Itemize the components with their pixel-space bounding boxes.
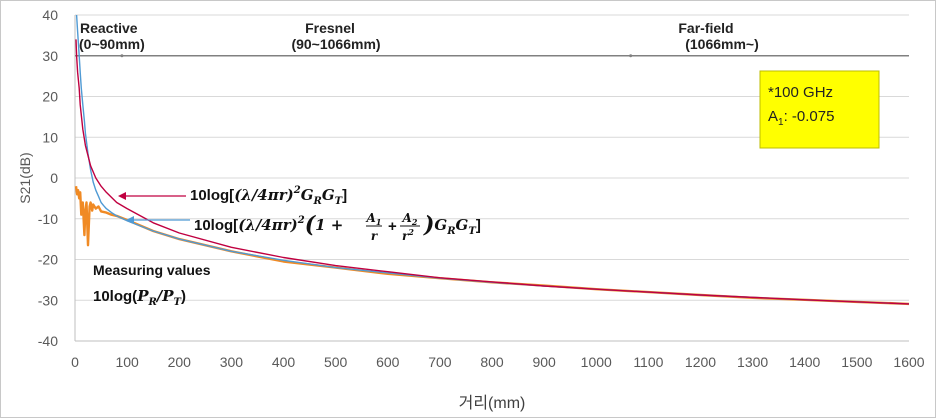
zone-boundary-marker [120, 54, 124, 58]
zone-boundary-lines [75, 54, 909, 58]
series-corrected-line [75, 14, 910, 305]
x-tick-label: 1100 [633, 354, 663, 370]
x-tick-label: 200 [168, 354, 192, 370]
x-tick-label: 100 [115, 354, 139, 370]
x-tick-label: 0 [71, 354, 79, 370]
x-tick-label: 1600 [893, 354, 924, 370]
x-axis-title: 거리(mm) [459, 394, 526, 412]
series-friis-line [75, 39, 910, 305]
svg-text:A2: A2 [402, 211, 418, 227]
svg-text:)GRGT]: )GRGT] [423, 212, 481, 238]
info-box: *100 GHz A1: -0.075 [759, 70, 880, 149]
svg-text:r2: r2 [402, 227, 414, 243]
svg-text:10log[(λ/4πr)2(1 +: 10log[(λ/4πr)2(1 + [194, 212, 343, 238]
zone-reactive-range: (0~90mm) [79, 36, 145, 52]
friis-arrowhead [118, 192, 126, 200]
zone-fresnel-name: Fresnel [305, 20, 355, 36]
zone-boundary-marker [629, 54, 633, 58]
x-tick-label: 800 [480, 354, 504, 370]
x-tick-label: 1500 [841, 354, 872, 370]
info-a1: A1: -0.075 [768, 108, 834, 128]
y-tick-label: 30 [42, 48, 58, 64]
measured-formula: 10log(PR/PT) [93, 287, 186, 308]
x-tick-label: 700 [428, 354, 452, 370]
x-tick-label: 900 [532, 354, 556, 370]
x-tick-label: 400 [272, 354, 296, 370]
x-tick-label: 1000 [581, 354, 612, 370]
x-tick-label: 600 [376, 354, 400, 370]
x-tick-label: 300 [220, 354, 244, 370]
gridlines [75, 14, 909, 342]
friis-formula: 10log[(λ/4πr)2GRGT] [190, 185, 347, 207]
zone-farfield-name: Far-field [678, 20, 733, 36]
annotation-arrows [118, 192, 190, 224]
y-tick-label: -10 [38, 211, 58, 227]
y-axis-title: S21(dB) [17, 152, 33, 203]
zone-reactive-name: Reactive [80, 20, 138, 36]
x-tick-label: 1300 [737, 354, 768, 370]
corrected-formula: 10log[(λ/4πr)2(1 + A1 r + A2 r2 )GRGT] [194, 211, 481, 243]
y-tick-label: 20 [42, 89, 58, 105]
y-tick-label: 10 [42, 129, 58, 145]
series-layer [74, 14, 910, 306]
zone-farfield-range: (1066mm~) [685, 36, 759, 52]
svg-text:r: r [371, 229, 379, 243]
x-tick-label: 1200 [685, 354, 716, 370]
info-box-background [759, 70, 880, 149]
svg-text:A1: A1 [366, 211, 382, 227]
y-tick-label: -30 [38, 292, 58, 308]
y-tick-label: -20 [38, 252, 58, 268]
zone-fresnel-range: (90~1066mm) [291, 36, 380, 52]
info-frequency: *100 GHz [768, 84, 833, 101]
zone-labels: Reactive (0~90mm) Fresnel (90~1066mm) Fa… [79, 20, 759, 52]
corrected-arrowhead [126, 216, 134, 224]
x-tick-labels: 0 100 200 300 400 500 600 700 800 900 1000 1100 1200… [71, 354, 925, 370]
measured-label: Measuring values [93, 262, 211, 278]
svg-text:+: + [388, 218, 397, 235]
x-tick-label: 1400 [789, 354, 820, 370]
y-tick-label: 40 [42, 7, 58, 23]
y-tick-label: 0 [50, 170, 58, 186]
x-tick-label: 500 [324, 354, 348, 370]
y-tick-label: -40 [38, 333, 58, 349]
y-tick-labels: 40 30 20 10 0 -10 -20 -30 -40 [38, 7, 58, 349]
